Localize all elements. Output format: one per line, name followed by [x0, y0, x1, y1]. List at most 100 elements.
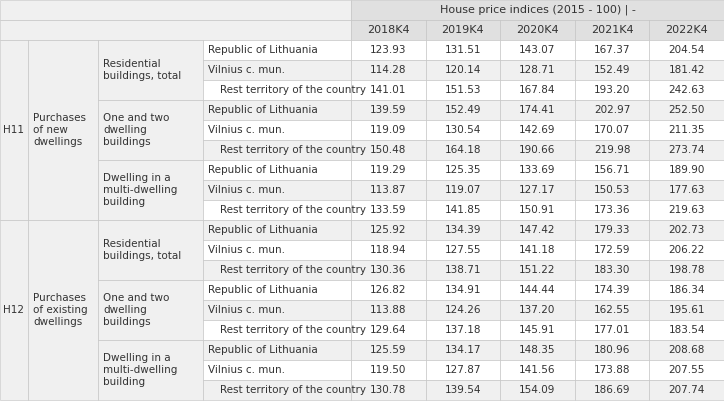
Bar: [98, 340, 203, 400]
Bar: [98, 40, 203, 100]
Text: 139.54: 139.54: [445, 385, 481, 395]
Text: 141.01: 141.01: [370, 85, 406, 95]
Bar: [426, 280, 500, 300]
Text: 128.71: 128.71: [519, 65, 556, 75]
Bar: [351, 240, 426, 260]
Text: 134.39: 134.39: [445, 225, 481, 235]
Text: 127.87: 127.87: [445, 365, 481, 375]
Bar: [351, 100, 426, 120]
Bar: [0, 20, 351, 40]
Bar: [500, 260, 575, 280]
Bar: [649, 340, 724, 360]
Text: 119.50: 119.50: [370, 365, 406, 375]
Text: 174.41: 174.41: [519, 105, 556, 115]
Text: 134.91: 134.91: [445, 285, 481, 295]
Text: 189.90: 189.90: [668, 165, 705, 175]
Bar: [649, 20, 724, 40]
Text: 119.07: 119.07: [445, 185, 481, 195]
Bar: [649, 160, 724, 180]
Text: 118.94: 118.94: [370, 245, 407, 255]
Text: 2020K4: 2020K4: [516, 25, 559, 35]
Bar: [203, 240, 351, 260]
Bar: [0, 0, 351, 20]
Bar: [500, 80, 575, 100]
Bar: [575, 340, 649, 360]
Text: One and two
dwelling
buildings: One and two dwelling buildings: [103, 113, 169, 147]
Bar: [203, 180, 351, 200]
Text: 242.63: 242.63: [668, 85, 705, 95]
Text: 151.22: 151.22: [519, 265, 556, 275]
Text: Rest territory of the country: Rest territory of the country: [220, 205, 366, 215]
Text: 152.49: 152.49: [594, 65, 631, 75]
Text: 2019K4: 2019K4: [442, 25, 484, 35]
Bar: [575, 40, 649, 60]
Text: Vilnius c. mun.: Vilnius c. mun.: [208, 305, 285, 315]
Bar: [351, 200, 426, 220]
Text: 186.69: 186.69: [594, 385, 631, 395]
Bar: [575, 260, 649, 280]
Bar: [426, 340, 500, 360]
Bar: [426, 100, 500, 120]
Bar: [500, 40, 575, 60]
Bar: [98, 160, 203, 220]
Bar: [500, 360, 575, 380]
Text: 219.63: 219.63: [668, 205, 705, 215]
Text: 193.20: 193.20: [594, 85, 631, 95]
Bar: [649, 220, 724, 240]
Text: 177.01: 177.01: [594, 325, 631, 335]
Bar: [426, 160, 500, 180]
Text: 123.93: 123.93: [370, 45, 407, 55]
Bar: [0, 40, 28, 220]
Bar: [575, 120, 649, 140]
Text: 156.71: 156.71: [594, 165, 631, 175]
Text: 143.07: 143.07: [519, 45, 556, 55]
Bar: [426, 220, 500, 240]
Bar: [203, 80, 351, 100]
Bar: [351, 340, 426, 360]
Bar: [203, 120, 351, 140]
Bar: [500, 140, 575, 160]
Text: 154.09: 154.09: [519, 385, 556, 395]
Bar: [0, 220, 28, 400]
Bar: [351, 80, 426, 100]
Bar: [426, 180, 500, 200]
Bar: [203, 380, 351, 400]
Text: Rest territory of the country: Rest territory of the country: [220, 325, 366, 335]
Text: 145.91: 145.91: [519, 325, 556, 335]
Text: 113.87: 113.87: [370, 185, 407, 195]
Text: 173.36: 173.36: [594, 205, 631, 215]
Text: 186.34: 186.34: [668, 285, 705, 295]
Text: 208.68: 208.68: [668, 345, 705, 355]
Text: 206.22: 206.22: [668, 245, 705, 255]
Text: 177.63: 177.63: [668, 185, 705, 195]
Text: 167.84: 167.84: [519, 85, 556, 95]
Text: 133.69: 133.69: [519, 165, 556, 175]
Bar: [649, 380, 724, 400]
Bar: [649, 300, 724, 320]
Text: 167.37: 167.37: [594, 45, 631, 55]
Text: 198.78: 198.78: [668, 265, 705, 275]
Text: 211.35: 211.35: [668, 125, 705, 135]
Text: 207.55: 207.55: [668, 365, 705, 375]
Bar: [500, 240, 575, 260]
Text: 139.59: 139.59: [370, 105, 407, 115]
Text: 150.91: 150.91: [519, 205, 556, 215]
Bar: [203, 160, 351, 180]
Bar: [649, 260, 724, 280]
Text: 141.56: 141.56: [519, 365, 556, 375]
Bar: [426, 200, 500, 220]
Text: 147.42: 147.42: [519, 225, 556, 235]
Text: 141.18: 141.18: [519, 245, 556, 255]
Text: 162.55: 162.55: [594, 305, 631, 315]
Bar: [426, 320, 500, 340]
Bar: [649, 240, 724, 260]
Text: 183.30: 183.30: [594, 265, 631, 275]
Bar: [500, 120, 575, 140]
Text: 173.88: 173.88: [594, 365, 631, 375]
Text: 172.59: 172.59: [594, 245, 631, 255]
Bar: [426, 380, 500, 400]
Bar: [98, 100, 203, 160]
Bar: [500, 280, 575, 300]
Bar: [500, 60, 575, 80]
Bar: [575, 220, 649, 240]
